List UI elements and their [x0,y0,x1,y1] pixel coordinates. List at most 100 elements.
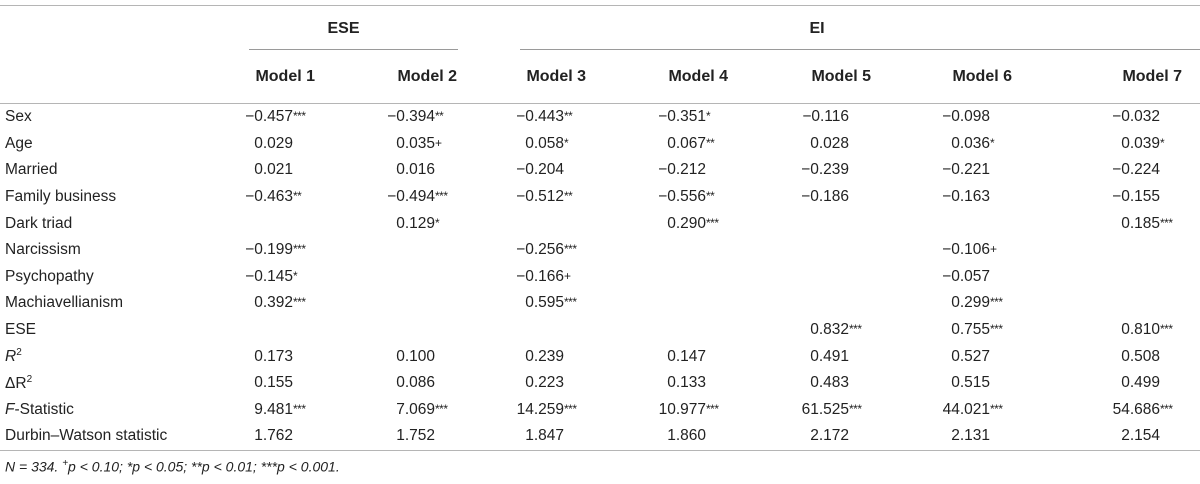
table-row: Narcissism −0.199*** −0.256*** −0.106+ [0,237,1200,264]
table-cell: −0.145* [245,267,298,285]
table-cell: 0.016 [396,161,436,179]
model-header-3: Model 3 [526,68,587,85]
table-cell: −0.221 [942,161,991,179]
table-cell [1042,264,1200,291]
ei-group-underline [520,49,1200,50]
table-row: ESE 0.832*** 0.755*** 0.810*** [0,317,1200,344]
table-cell: −0.106+ [942,241,997,259]
table-cell [756,264,899,291]
table-cell: −0.394** [387,108,444,126]
table-cell: 2.154 [1121,427,1161,445]
table-cell: −0.239 [801,161,850,179]
table-footnote: N = 334. +p < 0.10; *p < 0.05; **p < 0.0… [5,458,340,475]
model-header-4: Model 4 [668,68,729,85]
row-label: Married [5,161,58,179]
table-cell: 0.508 [1121,347,1161,365]
table-cell: −0.443** [516,108,573,126]
table-cell [614,264,756,291]
table-cell: 0.810*** [1121,321,1173,339]
row-label: F-Statistic [5,400,74,418]
table-cell: −0.494*** [387,188,448,206]
table-cell [345,290,472,317]
table-cell [899,210,1042,237]
table-cell: −0.057 [942,267,991,285]
table-cell: 0.299*** [951,294,1003,312]
table-cell: 0.028 [810,134,850,152]
table-cell: 0.021 [254,161,293,179]
table-cell: 0.290*** [667,214,719,232]
table-row: Durbin–Watson statistic 1.762 1.752 1.847 1.… [0,423,1200,451]
table-cell: 0.029 [254,134,293,152]
table-cell: 0.129* [396,214,440,232]
table-cell: 0.155 [254,374,293,392]
table-cell: 54.686*** [1112,400,1173,418]
ese-group-underline [249,49,458,50]
table-cell [614,317,756,344]
table-cell: 1.762 [254,427,293,445]
table-cell: 0.133 [667,374,707,392]
table-cell: 0.755*** [951,321,1003,339]
regression-table: ESE EI Model 1 Model 2 Model 3 Model 4 M… [0,5,1200,451]
row-label: Narcissism [5,241,81,259]
table-cell: 0.185*** [1121,214,1173,232]
group-header-row: ESE EI [0,5,1200,52]
table-cell: 7.069*** [396,400,448,418]
table-cell: 0.491 [810,347,850,365]
model-header-1: Model 1 [255,68,315,85]
row-label: Psychopathy [5,267,94,285]
table-cell: −0.204 [516,161,565,179]
table-row: R2 0.173 0.100 0.239 0.147 0.491 0.527 0.508 [0,343,1200,370]
table-cell: −0.212 [658,161,707,179]
table-cell: 0.515 [951,374,991,392]
table-cell: −0.224 [1112,161,1161,179]
row-label: Sex [5,108,32,126]
table-cell: 0.392*** [254,294,306,312]
table-row: Age 0.029 0.035+ 0.058* 0.067** 0.028 0.036* 0.… [0,131,1200,158]
row-label: R2 [5,347,22,366]
table-cell [215,210,345,237]
table-cell [614,290,756,317]
table-row: Sex −0.457*** −0.394** −0.443** −0.351* −0.11… [0,103,1200,131]
table-cell: 2.131 [951,427,991,445]
table-cell [472,317,614,344]
table-cell [345,317,472,344]
table-cell: 0.595*** [525,294,577,312]
table-cell: 1.752 [396,427,436,445]
table-cell: −0.163 [942,188,991,206]
table-row: Dark triad 0.129* 0.290*** 0.185*** [0,210,1200,237]
table-cell: 10.977*** [658,400,719,418]
row-label: Age [5,134,33,152]
table-cell: 1.847 [525,427,565,445]
table-cell: −0.186 [801,188,850,206]
table-cell [756,237,899,264]
table-cell: −0.199*** [245,241,306,259]
table-cell: −0.032 [1112,108,1161,126]
model-header-6: Model 6 [952,68,1013,85]
table-cell: 44.021*** [942,400,1003,418]
model-header-row: Model 1 Model 2 Model 3 Model 4 Model 5 … [0,51,1200,104]
table-cell [345,264,472,291]
table-cell: −0.256*** [516,241,577,259]
table-cell: −0.351* [658,108,711,126]
table-cell [215,317,345,344]
table-cell: −0.116 [802,108,850,126]
group-header-ese: ESE [327,19,360,37]
table-cell: 0.147 [667,347,707,365]
table-cell: 0.035+ [396,134,442,152]
model-header-5: Model 5 [811,68,872,85]
table-cell: 2.172 [810,427,850,445]
table-cell: −0.457*** [245,108,306,126]
table-cell: 0.039* [1121,134,1165,152]
table-row: ΔR2 0.155 0.086 0.223 0.133 0.483 0.515 0.499 [0,370,1200,397]
table-row: Machiavellianism 0.392*** 0.595*** 0.299*** [0,290,1200,317]
model-header-2: Model 2 [397,68,458,85]
table-cell: −0.166+ [516,267,571,285]
row-label: ESE [5,321,37,339]
table-cell: −0.463** [245,188,302,206]
stub-header [0,6,215,52]
table-cell: 14.259*** [516,400,577,418]
table-cell: 9.481*** [254,400,306,418]
table-cell [1042,237,1200,264]
table-cell: 1.860 [667,427,707,445]
table-cell: 0.036* [951,134,995,152]
